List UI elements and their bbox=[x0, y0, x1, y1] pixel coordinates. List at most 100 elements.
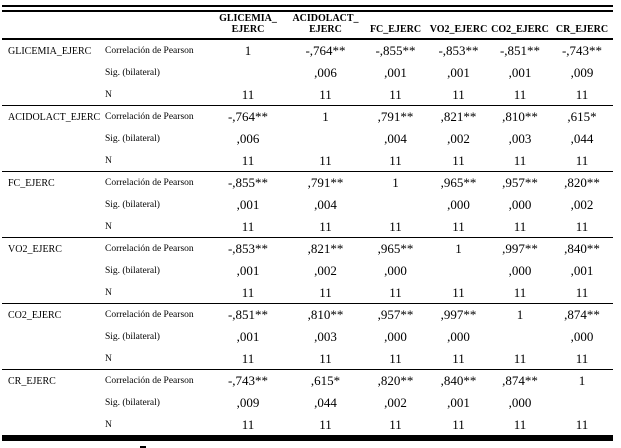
pearson-correlation-value: ,997** bbox=[440, 307, 477, 322]
sig-bilateral-value: ,006 bbox=[314, 65, 337, 80]
pearson-correlation-value: ,840** bbox=[564, 241, 600, 256]
pearson-correlation-value: ,821** bbox=[440, 109, 477, 124]
sig-bilateral-value: ,000 bbox=[447, 329, 470, 344]
sig-bilateral-value: ,002 bbox=[570, 197, 594, 212]
table-sub-row: N 11 11 11 11 11 11 bbox=[2, 84, 613, 105]
sig-bilateral-value bbox=[428, 260, 489, 282]
pearson-correlation-value: ,791** bbox=[307, 175, 344, 190]
n-value: 11 bbox=[452, 86, 465, 102]
column-header-line1: GLICEMIA_ bbox=[219, 13, 277, 24]
pearson-correlation-value: ,874** bbox=[502, 373, 538, 388]
row-variable-label bbox=[2, 216, 103, 237]
table-sub-row: Sig. (bilateral) ,009 ,044 ,002 ,001 ,000 bbox=[2, 392, 613, 414]
row-variable-label bbox=[2, 348, 103, 369]
sig-bilateral-value: ,000 bbox=[384, 263, 407, 278]
stat-label-sig: Sig. (bilateral) bbox=[105, 332, 160, 342]
sig-bilateral-value: ,001 bbox=[384, 65, 407, 80]
sig-bilateral-value: ,006 bbox=[236, 131, 260, 146]
sig-bilateral-value: ,001 bbox=[236, 329, 260, 344]
column-header-line2: FC_EJERC bbox=[369, 24, 422, 35]
pearson-correlation-value: 1 bbox=[392, 175, 399, 190]
table-body: GLICEMIA_EJERC Correlación de Pearson 1 -,7… bbox=[2, 40, 613, 435]
column-header-line2: CO2_EJERC bbox=[491, 24, 549, 35]
stat-label-pearson: Correlación de Pearson bbox=[105, 46, 194, 56]
n-value: 11 bbox=[389, 416, 402, 432]
n-value: 11 bbox=[513, 86, 527, 102]
row-variable-label: GLICEMIA_EJERC bbox=[8, 45, 92, 57]
n-value: 11 bbox=[513, 284, 527, 300]
sig-bilateral-value: ,009 bbox=[570, 65, 594, 80]
pearson-correlation-value: -,855** bbox=[227, 175, 269, 190]
stat-label-pearson: Correlación de Pearson bbox=[105, 178, 194, 188]
footnote-fragment bbox=[140, 446, 146, 448]
table-sub-row: N 11 11 11 11 11 11 bbox=[2, 348, 613, 369]
pearson-correlation-value: 1 bbox=[516, 307, 524, 322]
n-value: 11 bbox=[241, 416, 255, 432]
n-value: 11 bbox=[241, 152, 255, 168]
n-value: 11 bbox=[452, 284, 465, 300]
variable-row-group: CR_EJERC Correlación de Pearson -,743** ,61… bbox=[2, 370, 613, 435]
n-value: 11 bbox=[513, 218, 527, 234]
row-variable-label bbox=[2, 128, 103, 150]
sig-bilateral-value: ,004 bbox=[314, 197, 337, 212]
n-value: 11 bbox=[575, 218, 589, 234]
stat-label-sig: Sig. (bilateral) bbox=[105, 134, 160, 144]
column-header-line2: VO2_EJERC bbox=[429, 24, 488, 35]
pearson-correlation-value: 1 bbox=[578, 373, 586, 388]
table-sub-row: GLICEMIA_EJERC Correlación de Pearson 1 -,7… bbox=[2, 40, 613, 62]
table-header-row: GLICEMIA_ EJERC ACIDOLACT_ EJERC FC_EJERC VO2… bbox=[2, 12, 613, 40]
row-variable-label bbox=[2, 84, 103, 105]
header-stat-empty bbox=[103, 12, 208, 38]
n-value: 11 bbox=[319, 350, 332, 366]
n-value: 11 bbox=[452, 416, 465, 432]
stat-label-pearson: Correlación de Pearson bbox=[105, 376, 194, 386]
n-value: 11 bbox=[319, 218, 332, 234]
row-variable-label bbox=[2, 392, 103, 414]
table-sub-row: FC_EJERC Correlación de Pearson -,855** ,79… bbox=[2, 172, 613, 194]
pearson-correlation-value: -,851** bbox=[227, 307, 269, 322]
column-header: ACIDOLACT_ EJERC bbox=[288, 12, 363, 38]
pearson-correlation-value: -,851** bbox=[499, 43, 541, 58]
variable-row-group: GLICEMIA_EJERC Correlación de Pearson 1 -,7… bbox=[2, 40, 613, 106]
pearson-correlation-value: ,810** bbox=[502, 109, 538, 124]
n-value: 11 bbox=[575, 152, 589, 168]
pearson-correlation-value: ,957** bbox=[377, 307, 414, 322]
pearson-correlation-value: -,764** bbox=[305, 43, 346, 58]
n-value: 11 bbox=[319, 152, 332, 168]
column-header: CO2_EJERC bbox=[489, 12, 551, 38]
n-value: 11 bbox=[389, 218, 402, 234]
pearson-correlation-value: ,957** bbox=[502, 175, 538, 190]
sig-bilateral-value: ,000 bbox=[447, 197, 470, 212]
stat-label-n: N bbox=[105, 353, 112, 364]
table-sub-row: CR_EJERC Correlación de Pearson -,743** ,61… bbox=[2, 370, 613, 392]
pearson-correlation-value: -,743** bbox=[227, 373, 269, 388]
n-value: 11 bbox=[241, 86, 255, 102]
sig-bilateral-value: ,000 bbox=[570, 329, 594, 344]
row-variable-label bbox=[2, 260, 103, 282]
n-value: 11 bbox=[389, 284, 402, 300]
n-value: 11 bbox=[575, 284, 589, 300]
variable-row-group: FC_EJERC Correlación de Pearson -,855** ,79… bbox=[2, 172, 613, 238]
sig-bilateral-value: ,000 bbox=[508, 263, 532, 278]
column-header: FC_EJERC bbox=[363, 12, 428, 38]
stat-label-sig: Sig. (bilateral) bbox=[105, 266, 160, 276]
pearson-correlation-value: -,853** bbox=[438, 43, 479, 58]
sig-bilateral-value bbox=[551, 392, 613, 414]
table-sub-row: N 11 11 11 11 11 11 bbox=[2, 150, 613, 171]
n-value: 11 bbox=[513, 152, 527, 168]
pearson-correlation-value: 1 bbox=[244, 43, 252, 58]
n-value: 11 bbox=[575, 350, 589, 366]
column-header-line2: EJERC bbox=[309, 24, 342, 35]
stat-label-n: N bbox=[105, 287, 112, 298]
table-sub-row: N 11 11 11 11 11 11 bbox=[2, 282, 613, 303]
n-value: 11 bbox=[452, 350, 465, 366]
sig-bilateral-value: ,000 bbox=[508, 395, 532, 410]
stat-label-n: N bbox=[105, 155, 112, 166]
pearson-correlation-value: ,791** bbox=[377, 109, 414, 124]
n-value: 11 bbox=[389, 86, 402, 102]
row-variable-label: FC_EJERC bbox=[8, 177, 55, 189]
pearson-correlation-value: ,810** bbox=[307, 307, 344, 322]
sig-bilateral-value: ,000 bbox=[508, 197, 532, 212]
sig-bilateral-value: ,044 bbox=[314, 395, 337, 410]
sig-bilateral-value: ,002 bbox=[447, 131, 470, 146]
